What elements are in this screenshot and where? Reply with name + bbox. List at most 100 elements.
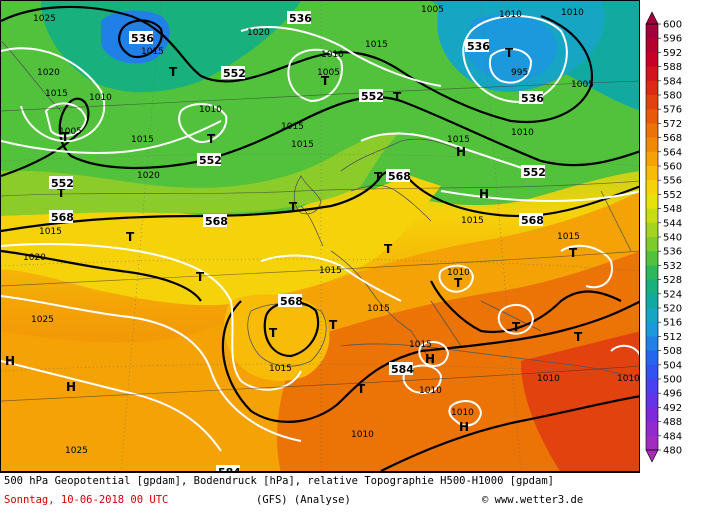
legend-swatch xyxy=(646,151,658,167)
pressure-label: 1015 xyxy=(365,40,388,50)
legend-swatch xyxy=(646,66,658,82)
pressure-center-label: T xyxy=(57,186,66,200)
geopotential-label: 584 xyxy=(391,363,414,376)
pressure-label: 1015 xyxy=(557,232,580,242)
caption-date: Sonntag, 10-06-2018 00 UTC xyxy=(4,494,169,506)
pressure-label: 1015 xyxy=(291,140,314,150)
pressure-label: 1015 xyxy=(39,227,62,237)
map-caption: 500 hPa Geopotential [gpdam], Bodendruck… xyxy=(0,472,640,513)
legend-swatch xyxy=(646,166,658,181)
pressure-label: 1010 xyxy=(537,374,560,384)
pressure-label: 1025 xyxy=(65,446,88,456)
legend-label: 512 xyxy=(663,332,682,343)
legend-swatch xyxy=(646,194,658,210)
pressure-label: 1015 xyxy=(461,216,484,226)
pressure-label: 1010 xyxy=(351,430,374,440)
field-yellow-iberia xyxy=(224,294,330,381)
pressure-label: 1010 xyxy=(617,374,640,384)
geopotential-label: 552 xyxy=(51,177,74,190)
legend-label: 552 xyxy=(663,190,682,201)
geopotential-label: 552 xyxy=(223,67,246,80)
pressure-labels: 1025 1015 1020 1015 1010 1005 1020 1015 … xyxy=(23,5,640,456)
legend-swatch xyxy=(646,251,658,266)
legend-swatch xyxy=(646,435,658,451)
pressure-label: 1010 xyxy=(451,408,474,418)
geopotential-label: 536 xyxy=(521,92,544,105)
legend-swatch xyxy=(646,38,658,53)
pressure-label: 995 xyxy=(511,68,528,78)
geopotential-label: 568 xyxy=(521,214,544,227)
field-blue-low3 xyxy=(466,14,557,82)
legend-swatch xyxy=(646,237,658,252)
legend-swatch xyxy=(646,364,658,380)
pressure-label: 1010 xyxy=(499,10,522,20)
legend-label: 588 xyxy=(663,62,682,73)
caption-credit[interactable]: © www.wetter3.de xyxy=(482,494,584,506)
pressure-label: 1015 xyxy=(447,135,470,145)
legend-label: 544 xyxy=(663,218,682,229)
caption-model: (GFS) (Analyse) xyxy=(256,494,351,506)
geopotential-label: 536 xyxy=(131,32,154,45)
legend-swatch xyxy=(646,208,658,224)
geopotential-contours xyxy=(1,5,639,471)
pressure-center-label: T xyxy=(384,242,393,256)
legend-label: 488 xyxy=(663,417,682,428)
pressure-center-label: T xyxy=(329,318,338,332)
pressure-label: 1010 xyxy=(199,105,222,115)
geopotential-label: 536 xyxy=(289,12,312,25)
legend-label: 576 xyxy=(663,105,682,116)
pressure-center-label: T xyxy=(321,74,330,88)
field-red-east xyxy=(521,331,639,471)
legend-swatch xyxy=(646,308,658,323)
pressure-label: 1015 xyxy=(367,304,390,314)
legend-swatch xyxy=(646,336,658,352)
legend-swatch xyxy=(646,293,658,309)
legend-label: 580 xyxy=(663,91,682,102)
pressure-label: 1005 xyxy=(317,68,340,78)
pressure-label: 1010 xyxy=(89,93,112,103)
pressure-center-label: T xyxy=(126,230,135,244)
pressure-center-label: T xyxy=(357,382,366,396)
pressure-center-label: T xyxy=(196,270,205,284)
legend-swatch xyxy=(646,350,658,366)
pressure-center-label: T xyxy=(374,170,383,184)
pressure-label: 1005 xyxy=(421,5,444,15)
pressure-centers: T T T T T T T T T T T T T T T T T T H H … xyxy=(5,46,583,434)
pressure-label: 1015 xyxy=(131,135,154,145)
pressure-center-label: H xyxy=(456,145,466,159)
legend-label: 532 xyxy=(663,261,682,272)
legend-swatch xyxy=(646,322,658,337)
geopotential-label: 552 xyxy=(523,166,546,179)
legend-label: 492 xyxy=(663,403,682,414)
pressure-center-label: H xyxy=(66,380,76,394)
geopotential-label: 568 xyxy=(388,170,411,183)
pressure-label: 1010 xyxy=(511,128,534,138)
legend-swatch xyxy=(646,407,658,423)
legend-label: 480 xyxy=(663,446,682,457)
field-lightgreen xyxy=(1,131,401,216)
pressure-label: 1015 xyxy=(45,89,68,99)
pressure-label: 1020 xyxy=(23,253,46,263)
legend-swatch xyxy=(646,279,658,295)
legend-label: 556 xyxy=(663,176,682,187)
legend-swatch xyxy=(646,421,658,437)
legend-swatch xyxy=(646,109,658,124)
pressure-center-label: T xyxy=(207,132,216,146)
legend-label: 496 xyxy=(663,389,682,400)
pressure-center-label: T xyxy=(169,65,178,79)
legend-label: 568 xyxy=(663,133,682,144)
pressure-label: 1010 xyxy=(447,268,470,278)
legend-label: 484 xyxy=(663,431,682,442)
color-scale-legend: 600 596 592 588 584 580 576 572 568 564 560 556 552 5… xyxy=(640,0,704,472)
pressure-center-label: T xyxy=(289,200,298,214)
legend-swatch xyxy=(646,80,658,96)
pressure-label: 1010 xyxy=(561,8,584,18)
legend-swatch xyxy=(646,137,658,153)
legend-swatch xyxy=(646,180,658,195)
legend-label: 540 xyxy=(663,233,682,244)
field-yellow-mid xyxy=(1,176,441,306)
legend-label: 508 xyxy=(663,346,682,357)
pressure-label: 1020 xyxy=(137,171,160,181)
pressure-center-label: T xyxy=(269,326,278,340)
geopotential-label: 568 xyxy=(51,211,74,224)
